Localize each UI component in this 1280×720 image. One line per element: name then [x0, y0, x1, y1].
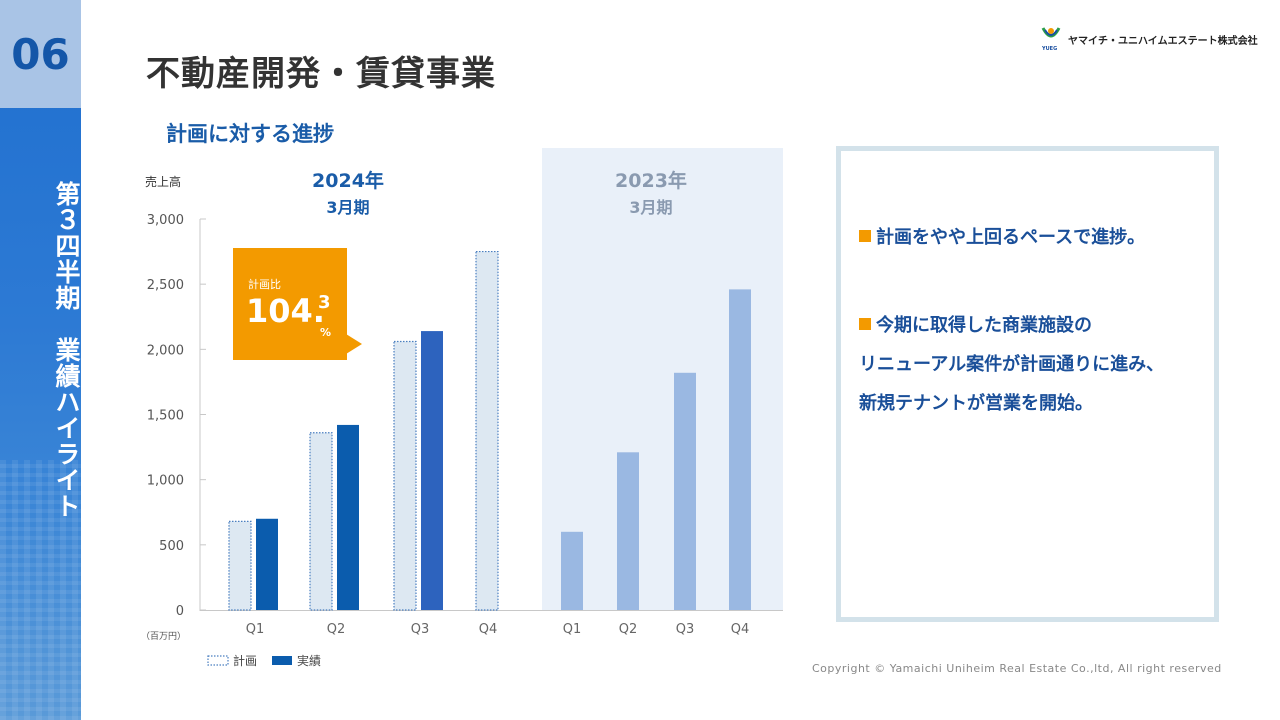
- city-background: [0, 460, 81, 720]
- company-logo: YUEG ヤマイチ・ユニハイムエステート株式会社: [1040, 26, 1258, 52]
- sidebar: 06 第３四半期 業績ハイライト: [0, 0, 81, 720]
- callout-label: 計画比: [248, 277, 281, 291]
- logo-text: YUEG: [1042, 46, 1058, 52]
- legend-label-plan: 計画: [233, 653, 257, 668]
- sidebar-vertical-title: 第３四半期 業績ハイライト: [52, 181, 81, 519]
- bar-plan-Q2: [309, 432, 333, 611]
- x-tick-label-2024-Q4: Q4: [479, 622, 498, 637]
- y-tick-label: 500: [159, 539, 184, 554]
- legend-swatch-plan: [207, 655, 229, 666]
- callout-value-main: 104.: [246, 292, 325, 330]
- panel-point-2-line-3: 新規テナントが営業を開始。: [859, 393, 1093, 414]
- section-number: 06: [11, 29, 70, 79]
- copyright: Copyright © Yamaichi Uniheim Real Estate…: [812, 662, 1222, 675]
- bar-plan-Q3: [393, 340, 417, 611]
- x-tick-label-2023-Q2: Q2: [619, 622, 638, 637]
- bar-actual-Q3: [421, 331, 443, 610]
- panel-point-2-line-2: リニューアル案件が計画通りに進み、: [859, 354, 1165, 375]
- y-axis-label: 売上高: [145, 174, 181, 189]
- y-tick-label: 2,000: [147, 343, 184, 358]
- x-tick-label-2023-Q1: Q1: [563, 622, 582, 637]
- callout-unit: %: [320, 326, 331, 339]
- group-title-2024: 2024年: [312, 169, 384, 192]
- x-tick-label-2024-Q3: Q3: [411, 622, 430, 637]
- callout-box: [233, 248, 347, 360]
- panel-point-1-line-1: 計画をやや上回るペースで進捗。: [859, 218, 1219, 257]
- legend-swatch-actual: [272, 656, 292, 665]
- commentary-panel: 計画をやや上回るペースで進捗。 今期に取得した商業施設のリニューアル案件が計画通り…: [836, 146, 1219, 622]
- callout-value-decimal: 3: [318, 292, 331, 313]
- y-tick-label: 1,000: [147, 474, 184, 489]
- group-subtitle-2024: 3月期: [326, 198, 369, 217]
- legend-label-actual: 実績: [297, 653, 321, 668]
- bar-2023-Q3: [674, 372, 696, 610]
- group-title-2023: 2023年: [615, 169, 687, 192]
- bar-2023-Q4: [729, 289, 751, 610]
- page-title: 不動産開発・賃貸事業: [146, 54, 496, 94]
- x-tick-label-2024-Q2: Q2: [327, 622, 346, 637]
- bullet-square-icon: [859, 318, 871, 330]
- y-tick-label: 1,500: [147, 409, 184, 424]
- x-tick-label-2023-Q4: Q4: [731, 622, 750, 637]
- bullet-square-icon: [859, 230, 871, 242]
- bar-actual-Q1: [256, 518, 278, 610]
- bar-actual-Q2: [337, 424, 359, 610]
- company-name: ヤマイチ・ユニハイムエステート株式会社: [1068, 35, 1258, 47]
- x-tick-label-2023-Q3: Q3: [676, 622, 695, 637]
- y-tick-label: 0: [176, 604, 184, 619]
- panel-point-2-line-1: 今期に取得した商業施設の: [859, 306, 1219, 345]
- bar-2023-Q1: [561, 531, 583, 610]
- x-tick-label-2024-Q1: Q1: [246, 622, 265, 637]
- sales-chart: 0 500 1,000 1,500 2,000 2,500 3,000 売上高 （百万円） Q1 Q…: [141, 148, 783, 668]
- section-subtitle: 計画に対する進捗: [166, 122, 334, 146]
- callout-pointer: [346, 334, 362, 354]
- y-tick-label: 3,000: [147, 213, 184, 228]
- unit-label: （百万円）: [141, 631, 186, 642]
- bar-plan-Q4: [475, 250, 499, 611]
- group-subtitle-2023: 3月期: [629, 198, 672, 217]
- logo-mark-icon: YUEG: [1040, 26, 1062, 52]
- bar-plan-Q1: [228, 520, 252, 611]
- bar-2023-Q2: [617, 452, 639, 610]
- section-number-box: 06: [0, 0, 81, 108]
- y-tick-label: 2,500: [147, 278, 184, 293]
